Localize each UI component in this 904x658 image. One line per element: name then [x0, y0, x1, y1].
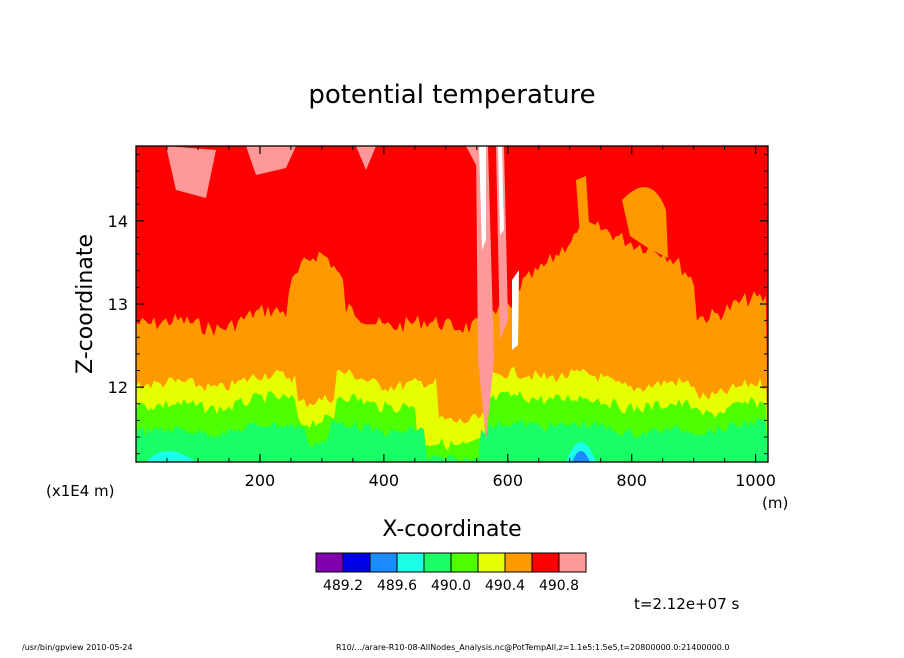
colorbar-tick-label: 490.8 — [539, 578, 579, 594]
band-orange-upper — [622, 187, 668, 258]
colorbar-tick-label: 490.4 — [485, 578, 525, 594]
chart-title: potential temperature — [308, 80, 595, 110]
colorbar-tick-label: 489.2 — [323, 578, 363, 594]
contour-bands — [136, 146, 768, 462]
colorbar-tick-label: 490.0 — [431, 578, 471, 594]
colorbar-swatch — [423, 552, 452, 573]
footer-left: /usr/bin/gpview 2010-05-24 — [22, 643, 133, 652]
colorbar-swatch — [342, 552, 371, 573]
band-green — [136, 418, 768, 462]
x-axis-title: X-coordinate — [382, 517, 521, 542]
x-tick-label: 1000 — [735, 471, 776, 490]
band-pink — [246, 146, 296, 175]
band-pink-streak — [476, 146, 494, 440]
y-axis: 12 13 14 — [108, 153, 768, 455]
colorbar-swatch — [477, 552, 506, 573]
colorbar-swatch — [450, 552, 479, 573]
x-axis: 200 400 600 800 1000 — [166, 146, 776, 490]
y-tick-label: 13 — [108, 295, 128, 314]
colorbar: 489.2 489.6 490.0 490.4 490.8 — [315, 552, 587, 594]
colorbar-swatch — [531, 552, 560, 573]
x-tick-label: 200 — [245, 471, 276, 490]
colorbar-swatch — [504, 552, 533, 573]
x-tick-label: 400 — [369, 471, 400, 490]
band-cyan — [146, 451, 196, 462]
band-pink — [356, 146, 376, 170]
plot-area — [136, 146, 768, 462]
band-orange-upper — [576, 176, 590, 250]
y-axis-title: Z-coordinate — [73, 234, 98, 374]
y-unit-label: (x1E4 m) — [46, 482, 115, 500]
time-label: t=2.12e+07 s — [634, 595, 740, 613]
colorbar-tick-label: 489.6 — [377, 578, 417, 594]
footer-right: R10/.../arare-R10-08-AllNodes_Analysis.n… — [336, 643, 729, 652]
band-white-streak — [479, 146, 486, 250]
x-tick-label: 800 — [616, 471, 647, 490]
colorbar-swatch — [369, 552, 398, 573]
x-tick-label: 600 — [492, 471, 523, 490]
band-sky — [572, 451, 590, 462]
x-unit-label: (m) — [762, 494, 788, 512]
band-white-streak — [512, 270, 519, 350]
band-pink-streak — [496, 146, 508, 340]
colorbar-swatch — [558, 552, 587, 573]
band-white-streak — [498, 146, 504, 235]
band-pink — [166, 146, 216, 198]
y-tick-label: 14 — [108, 212, 128, 231]
y-tick-label: 12 — [108, 378, 128, 397]
colorbar-swatch — [315, 552, 344, 573]
colorbar-swatch — [396, 552, 425, 573]
